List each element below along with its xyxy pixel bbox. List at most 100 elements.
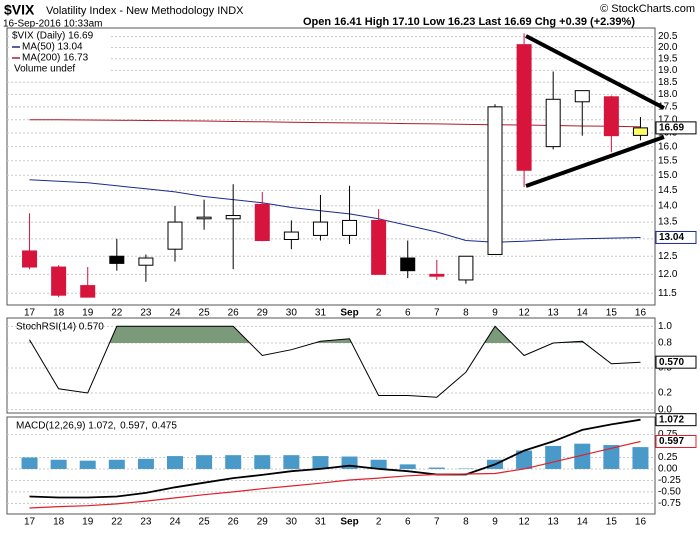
legend-entry: MA(50) 13.04 [22, 42, 83, 53]
x-tick-label: 31 [315, 308, 327, 319]
x-tick-label: 15 [606, 308, 618, 319]
credit: © StockCharts.com [600, 3, 695, 15]
y-tick-label: 1.0 [658, 321, 672, 332]
histogram-bar [167, 456, 183, 469]
legend-note: Volume undef [14, 64, 75, 75]
x-tick-label: 7 [434, 517, 440, 528]
x-tick-label: 9 [492, 308, 498, 319]
value-box-label: 1.072 [659, 414, 684, 425]
x-tick-label: 6 [405, 517, 411, 528]
histogram-bar [138, 459, 154, 469]
y-tick-label: 16.0 [658, 141, 678, 152]
x-tick-label: 17 [24, 308, 36, 319]
histogram-bar [283, 455, 299, 469]
legend-entry: $VIX (Daily) 16.69 [12, 31, 94, 42]
y-tick-label: 20.0 [658, 42, 678, 53]
x-tick-label: 2 [376, 517, 382, 528]
candle-body [546, 99, 560, 146]
x-tick-label: 19 [82, 517, 94, 528]
y-tick-label: 14.5 [658, 185, 678, 196]
quote: Open 16.41 High 17.10 Low 16.23 Last 16.… [303, 16, 635, 28]
x-tick-label: 8 [463, 308, 469, 319]
histogram-bar [80, 461, 96, 469]
histogram-bar [225, 455, 241, 469]
y-tick-label: 11.5 [658, 288, 677, 299]
y-tick-label: -0.50 [658, 487, 681, 498]
value-box-label: 16.69 [659, 123, 684, 134]
candle-body [343, 220, 357, 235]
legend-entry: 0.475 [152, 421, 177, 432]
candle-body [575, 91, 589, 102]
y-tick-label: -0.25 [658, 475, 681, 486]
x-tick-label: 24 [169, 517, 181, 528]
symbol: $VIX [4, 2, 35, 18]
candle-body [23, 251, 37, 267]
histogram-bar [545, 446, 561, 469]
x-tick-label: 29 [257, 308, 269, 319]
x-tick-label: 9 [492, 517, 498, 528]
histogram-bar [51, 460, 67, 469]
candle-body [81, 286, 95, 298]
x-tick-label: 31 [315, 517, 327, 528]
x-tick-label: 18 [53, 517, 65, 528]
panel-title: StochRSI(14) 0.570 [16, 322, 104, 333]
x-tick-label: 29 [257, 517, 269, 528]
histogram-bar [254, 455, 270, 469]
x-tick-label: 23 [140, 308, 152, 319]
candle-body [430, 274, 444, 276]
candle-body [633, 128, 647, 136]
x-tick-label: Sep [340, 308, 358, 319]
x-tick-label: 12 [519, 517, 531, 528]
histogram-bar [22, 457, 38, 468]
y-tick-label: 12.5 [658, 251, 678, 262]
candle-body [110, 256, 124, 263]
candle-body [197, 217, 211, 219]
x-tick-label: 16 [635, 308, 647, 319]
y-tick-label: 14.0 [658, 201, 678, 212]
x-tick-label: 16 [635, 517, 647, 528]
y-tick-label: 0.8 [658, 338, 672, 349]
histogram-bar [312, 456, 328, 469]
x-tick-label: 14 [577, 517, 589, 528]
candle-body [604, 97, 618, 136]
histogram-bar [196, 455, 212, 469]
x-tick-label: 13 [548, 308, 560, 319]
x-tick-label: 24 [169, 308, 181, 319]
value-box-label: 13.04 [659, 232, 684, 243]
candle-body [459, 256, 473, 280]
x-tick-label: Sep [340, 517, 358, 528]
x-tick-label: 15 [606, 517, 618, 528]
value-box-label: 0.597 [659, 436, 684, 447]
x-tick-label: 23 [140, 517, 152, 528]
y-tick-label: 19.0 [658, 65, 678, 76]
candle-body [52, 267, 66, 295]
x-tick-label: 25 [199, 517, 211, 528]
y-tick-label: 0.2 [658, 388, 672, 399]
y-tick-label: 20.5 [658, 31, 678, 42]
x-tick-label: 13 [548, 517, 560, 528]
panel-frame [7, 318, 655, 413]
candle-body [168, 222, 182, 249]
y-tick-label: -0.75 [658, 498, 681, 509]
candle-body [401, 258, 415, 271]
x-tick-label: 17 [24, 517, 36, 528]
legend-entry: MA(200) 16.73 [22, 53, 89, 64]
x-tick-label: 22 [111, 517, 123, 528]
y-tick-label: 0.25 [658, 452, 678, 463]
x-tick-label: 26 [228, 517, 240, 528]
candle-body [313, 222, 327, 235]
candle-body [226, 216, 240, 219]
x-tick-label: 30 [286, 308, 298, 319]
candle-body [284, 232, 298, 239]
x-tick-label: 8 [463, 517, 469, 528]
legend-entry: 0.597, [120, 421, 148, 432]
candle-body [372, 220, 386, 274]
x-tick-label: 12 [519, 308, 531, 319]
y-tick-label: 18.5 [658, 77, 678, 88]
y-tick-label: 0.00 [658, 464, 678, 475]
subtitle: Volatility Index - New Methodology INDX [46, 5, 244, 17]
y-tick-label: 18.0 [658, 89, 678, 100]
x-tick-label: 22 [111, 308, 123, 319]
x-tick-label: 19 [82, 308, 94, 319]
